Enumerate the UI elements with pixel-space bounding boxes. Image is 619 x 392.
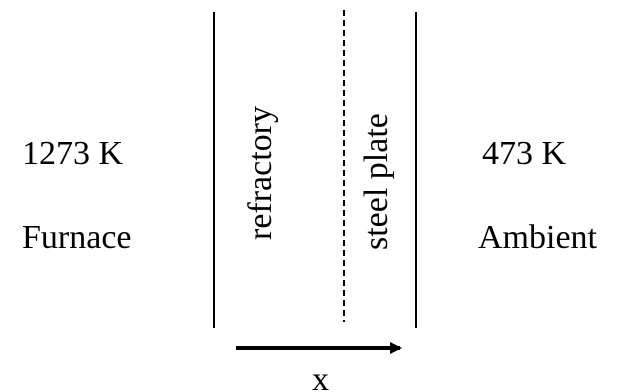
steel-plate-label: steel plate <box>358 113 395 250</box>
ambient-label: Ambient <box>478 219 598 256</box>
furnace-temperature-label: 1273 K <box>22 135 124 172</box>
refractory-label: refractory <box>242 106 279 240</box>
furnace-label: Furnace <box>22 219 132 256</box>
x-axis-label: x <box>312 361 329 392</box>
ambient-temperature-label: 473 K <box>482 135 567 172</box>
